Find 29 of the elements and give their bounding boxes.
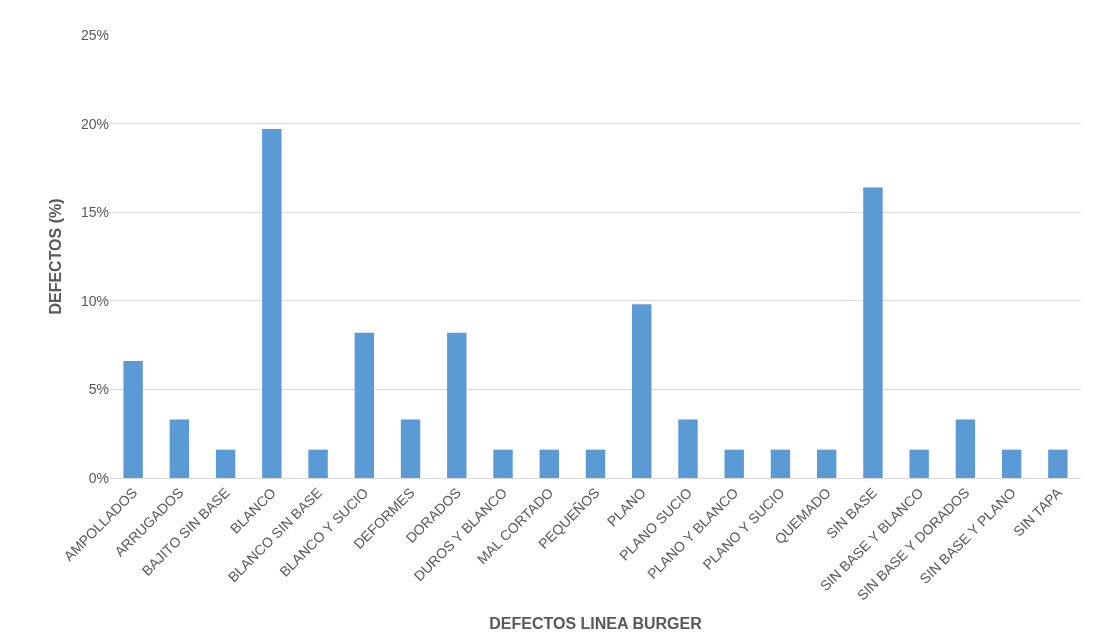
y-tick-label: 0% <box>88 469 109 486</box>
bar <box>1001 449 1022 478</box>
y-tick-label: 20% <box>80 115 109 132</box>
bar <box>955 419 976 478</box>
bar <box>770 449 791 478</box>
bar <box>724 449 744 478</box>
bar <box>816 449 837 478</box>
x-axis-title: DEFECTOS LINEA BURGER <box>489 615 703 633</box>
y-tick-label: 15% <box>80 204 109 221</box>
bar <box>909 449 929 478</box>
bar <box>169 419 190 478</box>
bar <box>585 449 606 478</box>
y-axis-title: DEFECTOS (%) <box>46 198 64 315</box>
bar <box>308 449 328 478</box>
bar <box>354 332 375 478</box>
bar <box>262 128 282 478</box>
y-tick-label: 5% <box>88 381 109 398</box>
bar <box>1048 449 1068 478</box>
y-tick-label: 25% <box>80 26 109 43</box>
bar <box>632 304 652 478</box>
bar <box>123 361 143 478</box>
y-tick-label: 10% <box>80 292 109 309</box>
bar <box>215 449 236 478</box>
bar <box>447 332 467 478</box>
bar <box>539 449 559 478</box>
bar <box>493 449 513 478</box>
bar <box>400 419 421 478</box>
bar <box>678 419 698 478</box>
bar <box>863 187 883 478</box>
